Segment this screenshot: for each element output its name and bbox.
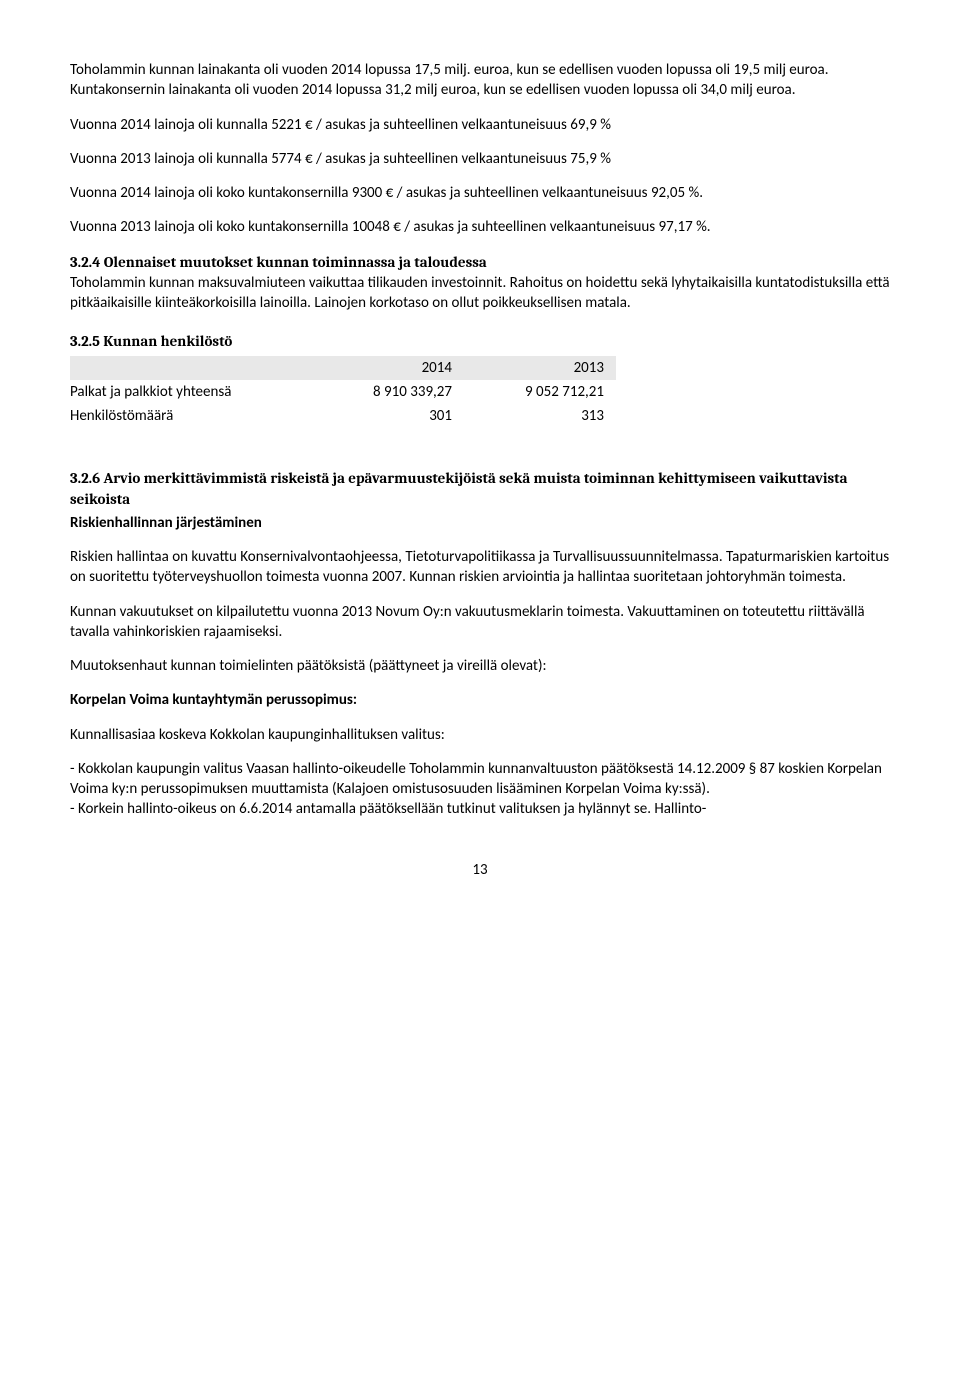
table-header-2014: 2014: [312, 356, 464, 380]
table-cell-value: 313: [464, 404, 616, 428]
paragraph: Vuonna 2013 lainoja oli kunnalla 5774 € …: [70, 149, 890, 169]
table-row: Henkilöstömäärä 301 313: [70, 404, 616, 428]
table-cell-label: Henkilöstömäärä: [70, 404, 312, 428]
table-cell-value: 8 910 339,27: [312, 380, 464, 404]
paragraph: - Kokkolan kaupungin valitus Vaasan hall…: [70, 759, 890, 800]
subheading-korpela: Korpelan Voima kuntayhtymän perussopimus…: [70, 690, 890, 710]
table-cell-value: 9 052 712,21: [464, 380, 616, 404]
table-header-row: 2014 2013: [70, 356, 616, 380]
table-header-blank: [70, 356, 312, 380]
heading-3-2-5: 3.2.5 Kunnan henkilöstö: [70, 331, 890, 351]
paragraph: Vuonna 2013 lainoja oli koko kuntakonser…: [70, 217, 890, 237]
subheading-risk-management: Riskienhallinnan järjestäminen: [70, 513, 890, 533]
paragraph: Riskien hallintaa on kuvattu Konsernival…: [70, 547, 890, 588]
table-row: Palkat ja palkkiot yhteensä 8 910 339,27…: [70, 380, 616, 404]
paragraph: Muutoksenhaut kunnan toimielinten päätök…: [70, 656, 890, 676]
table-cell-label: Palkat ja palkkiot yhteensä: [70, 380, 312, 404]
page-number: 13: [70, 860, 890, 880]
paragraph: - Korkein hallinto-oikeus on 6.6.2014 an…: [70, 799, 890, 819]
heading-3-2-4: 3.2.4 Olennaiset muutokset kunnan toimin…: [70, 253, 487, 271]
table-header-2013: 2013: [464, 356, 616, 380]
paragraph: Vuonna 2014 lainoja oli koko kuntakonser…: [70, 183, 890, 203]
heading-3-2-6: 3.2.6 Arvio merkittävimmistä riskeistä j…: [70, 468, 890, 509]
paragraph: Kunnan vakuutukset on kilpailutettu vuon…: [70, 602, 890, 643]
paragraph: Toholammin kunnan lainakanta oli vuoden …: [70, 60, 890, 101]
paragraph: Toholammin kunnan maksuvalmiuteen vaikut…: [70, 274, 890, 312]
paragraph: Vuonna 2014 lainoja oli kunnalla 5221 € …: [70, 115, 890, 135]
personnel-table: 2014 2013 Palkat ja palkkiot yhteensä 8 …: [70, 356, 616, 429]
paragraph: Kunnallisasiaa koskeva Kokkolan kaupungi…: [70, 725, 890, 745]
table-cell-value: 301: [312, 404, 464, 428]
